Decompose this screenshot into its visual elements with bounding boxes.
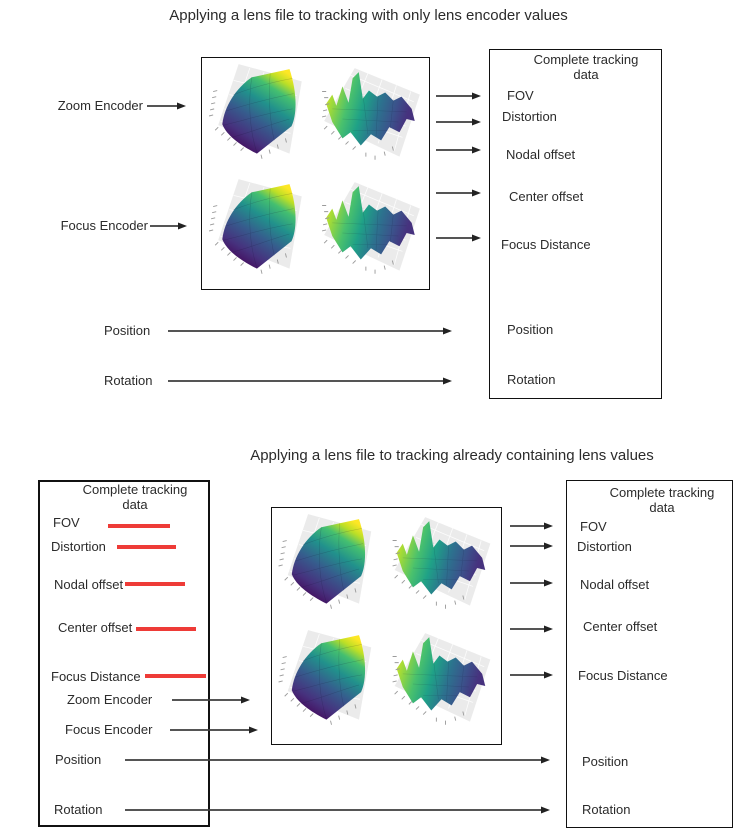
arrow-to-focus-distance-bottom xyxy=(510,671,553,679)
arrow-focus-encoder xyxy=(150,222,187,230)
tracking-data-box-top-title: Complete tracking data xyxy=(533,52,639,82)
output2-item-fov: FOV xyxy=(580,519,607,534)
label-zoom-encoder: Zoom Encoder xyxy=(57,98,143,113)
label-rotation-input: Rotation xyxy=(104,373,153,388)
lens-file-box-bottom xyxy=(271,507,502,745)
surface-plot-jagged xyxy=(321,67,421,161)
input-item-fov: FOV xyxy=(53,515,80,530)
tracking-data-box-output-title: Complete tracking data xyxy=(609,485,715,515)
arrow-to-fov xyxy=(436,92,481,100)
tracking-data-box-top xyxy=(489,49,662,399)
arrow-to-nodal-offset xyxy=(436,146,481,154)
output2-item-center-offset: Center offset xyxy=(583,619,658,634)
input-item-distortion: Distortion xyxy=(51,539,106,554)
output-item-rotation: Rotation xyxy=(507,372,556,387)
surface-plot-jagged xyxy=(321,181,421,275)
output2-item-position: Position xyxy=(582,754,629,769)
output-item-distortion: Distortion xyxy=(502,109,557,124)
output2-item-focus-distance: Focus Distance xyxy=(578,668,668,683)
output-item-fov: FOV xyxy=(507,88,534,103)
label-focus-encoder: Focus Encoder xyxy=(60,218,148,233)
output2-item-rotation: Rotation xyxy=(582,802,631,817)
input-item-position: Position xyxy=(55,752,102,767)
arrow-to-center-offset-bottom xyxy=(510,625,553,633)
surface-plot-smooth xyxy=(208,63,303,160)
output-item-focus-distance: Focus Distance xyxy=(501,237,591,252)
output2-item-distortion: Distortion xyxy=(577,539,632,554)
surface-plot-jagged xyxy=(392,632,491,726)
arrow-to-distortion xyxy=(436,118,481,126)
arrow-to-distortion-bottom xyxy=(510,542,553,550)
input-item-zoom-encoder: Zoom Encoder xyxy=(67,692,153,707)
input-item-center-offset: Center offset xyxy=(58,620,133,635)
arrow-position-passthrough xyxy=(168,327,452,335)
input-item-focus-distance: Focus Distance xyxy=(51,669,141,684)
input-item-rotation: Rotation xyxy=(54,802,103,817)
tracking-data-box-output xyxy=(566,480,733,828)
input-item-focus-encoder: Focus Encoder xyxy=(65,722,153,737)
top-diagram-title: Applying a lens file to tracking with on… xyxy=(169,7,568,24)
arrow-rotation-passthrough xyxy=(168,377,452,385)
surface-plot-smooth xyxy=(278,513,372,610)
output-item-nodal-offset: Nodal offset xyxy=(506,147,576,162)
arrow-to-nodal-offset-bottom xyxy=(510,579,553,587)
arrow-zoom-encoder xyxy=(147,102,186,110)
tracking-data-box-input xyxy=(38,480,210,827)
tracking-data-box-input-title: Complete tracking data xyxy=(82,482,188,512)
arrow-to-fov-bottom xyxy=(510,522,553,530)
output-item-center-offset: Center offset xyxy=(509,189,584,204)
lens-file-box-top xyxy=(201,57,430,290)
arrow-to-center-offset xyxy=(436,189,481,197)
surface-plot-smooth xyxy=(208,178,303,275)
bottom-diagram-title: Applying a lens file to tracking already… xyxy=(250,447,654,464)
output-item-position: Position xyxy=(507,322,554,337)
surface-plot-jagged xyxy=(392,516,491,610)
input-item-nodal-offset: Nodal offset xyxy=(54,577,124,592)
output2-item-nodal-offset: Nodal offset xyxy=(580,577,650,592)
surface-plot-smooth xyxy=(278,629,372,726)
label-position-input: Position xyxy=(104,323,151,338)
arrow-to-focus-distance xyxy=(436,234,481,242)
